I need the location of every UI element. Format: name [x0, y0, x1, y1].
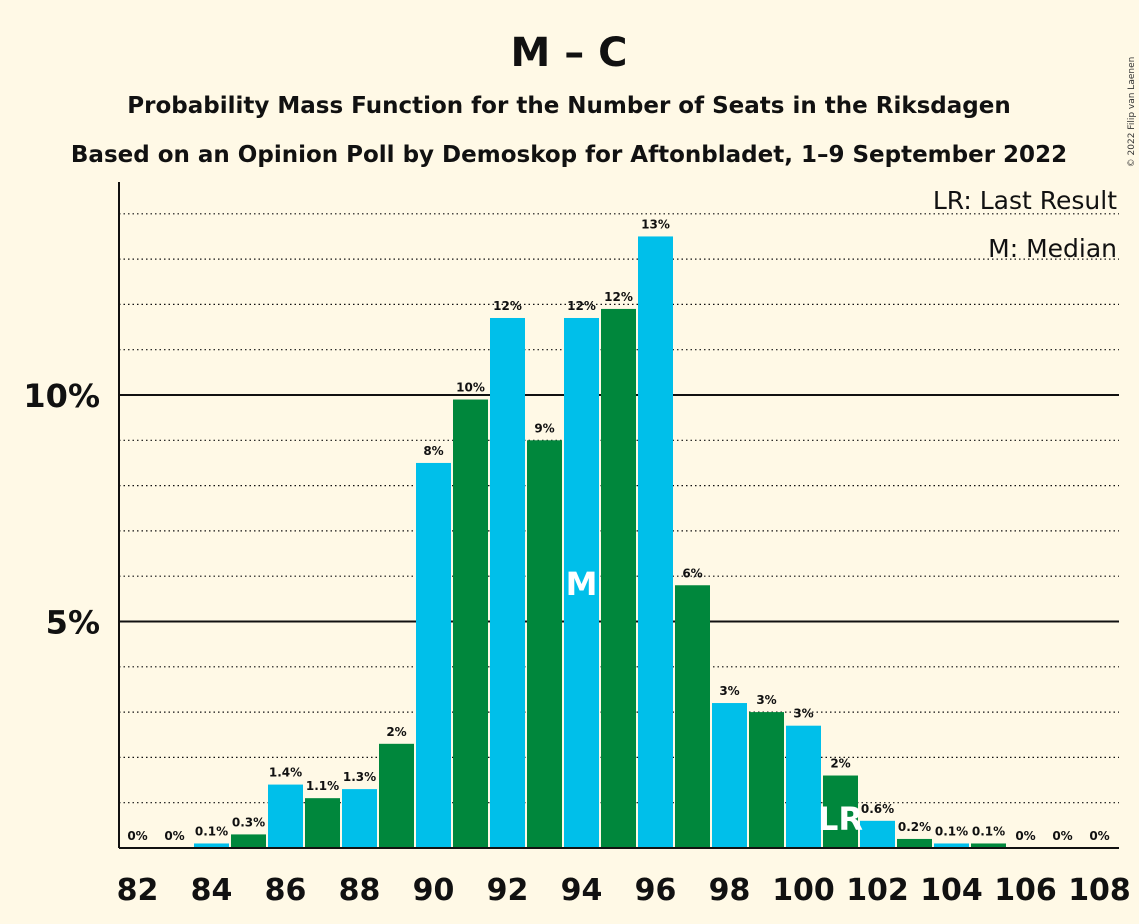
x-tick-92: 92	[487, 873, 529, 908]
data-label-87: 1.1%	[306, 779, 339, 793]
bars	[194, 236, 1006, 848]
data-label-99: 3%	[756, 693, 776, 707]
data-label-102: 0.6%	[861, 802, 894, 816]
data-label-85: 0.3%	[232, 815, 265, 829]
bar-94	[564, 317, 599, 848]
data-label-103: 0.2%	[898, 820, 931, 834]
data-label-90: 8%	[423, 444, 443, 458]
data-label-91: 10%	[456, 381, 485, 395]
bar-102	[860, 820, 895, 848]
last-result-marker: LR	[818, 800, 863, 838]
bar-97	[675, 585, 710, 848]
x-tick-100: 100	[772, 873, 835, 908]
data-label-101: 2%	[830, 757, 850, 771]
chart-title: M – C	[510, 30, 627, 76]
x-tick-84: 84	[191, 873, 233, 908]
x-tick-88: 88	[339, 873, 381, 908]
x-tick-98: 98	[709, 873, 751, 908]
bar-91	[453, 399, 488, 848]
bar-105	[971, 843, 1006, 848]
data-label-83: 0%	[164, 829, 184, 843]
x-tick-106: 106	[994, 873, 1057, 908]
bar-95	[601, 308, 636, 848]
y-tick-5: 5%	[46, 604, 100, 642]
data-label-89: 2%	[386, 725, 406, 739]
bar-92	[490, 317, 525, 848]
bar-98	[712, 703, 747, 848]
chart-subtitle-poll: Based on an Opinion Poll by Demoskop for…	[71, 142, 1067, 168]
x-axis-ticks: 82 84 86 88 90 92 94 96 98 100 102 104 106 108	[117, 873, 1131, 908]
bar-100	[786, 725, 821, 848]
bar-89	[379, 743, 414, 848]
x-tick-108: 108	[1068, 873, 1131, 908]
bar-87	[305, 798, 340, 848]
data-label-93: 9%	[534, 421, 554, 435]
x-tick-102: 102	[846, 873, 909, 908]
bar-99	[749, 712, 784, 848]
chart-subtitle: Probability Mass Function for the Number…	[127, 93, 1010, 119]
bar-88	[342, 789, 377, 848]
x-tick-86: 86	[265, 873, 307, 908]
y-tick-10: 10%	[23, 377, 100, 415]
data-label-106: 0%	[1015, 829, 1035, 843]
bar-90	[416, 462, 451, 848]
data-label-96: 13%	[641, 217, 670, 231]
data-label-108: 0%	[1089, 829, 1109, 843]
data-label-98: 3%	[719, 684, 739, 698]
data-label-107: 0%	[1052, 829, 1072, 843]
copyright: © 2022 Filip van Laenen	[1127, 57, 1137, 168]
data-label-100: 3%	[793, 707, 813, 721]
data-label-92: 12%	[493, 299, 522, 313]
bar-84	[194, 843, 229, 848]
data-labels: 0% 0% 0.1% 0.3% 1.4% 1.1% 1.3% 2% 8% 10% 12% 9% 12% 1…	[127, 217, 1109, 843]
data-label-86: 1.4%	[269, 766, 302, 780]
data-label-82: 0%	[127, 829, 147, 843]
bar-104	[934, 843, 969, 848]
data-label-97: 6%	[682, 566, 702, 580]
data-label-105: 0.1%	[972, 824, 1005, 838]
x-tick-96: 96	[635, 873, 677, 908]
legend-median: M: Median	[988, 234, 1117, 263]
bar-85	[231, 834, 266, 848]
data-label-104: 0.1%	[935, 824, 968, 838]
x-tick-82: 82	[117, 873, 159, 908]
legend-last-result: LR: Last Result	[933, 186, 1117, 215]
x-tick-104: 104	[920, 873, 983, 908]
bar-103	[897, 838, 932, 848]
x-tick-90: 90	[413, 873, 455, 908]
bar-96	[638, 236, 673, 848]
bar-93	[527, 440, 562, 848]
x-tick-94: 94	[561, 873, 603, 908]
bar-86	[268, 784, 303, 848]
markers: M LR	[566, 565, 863, 838]
median-marker: M	[566, 565, 598, 603]
data-label-95: 12%	[604, 290, 633, 304]
data-label-94: 12%	[567, 299, 596, 313]
data-label-84: 0.1%	[195, 824, 228, 838]
y-axis-ticks: 5% 10%	[23, 377, 100, 642]
data-label-88: 1.3%	[343, 770, 376, 784]
bar-101	[823, 775, 858, 848]
